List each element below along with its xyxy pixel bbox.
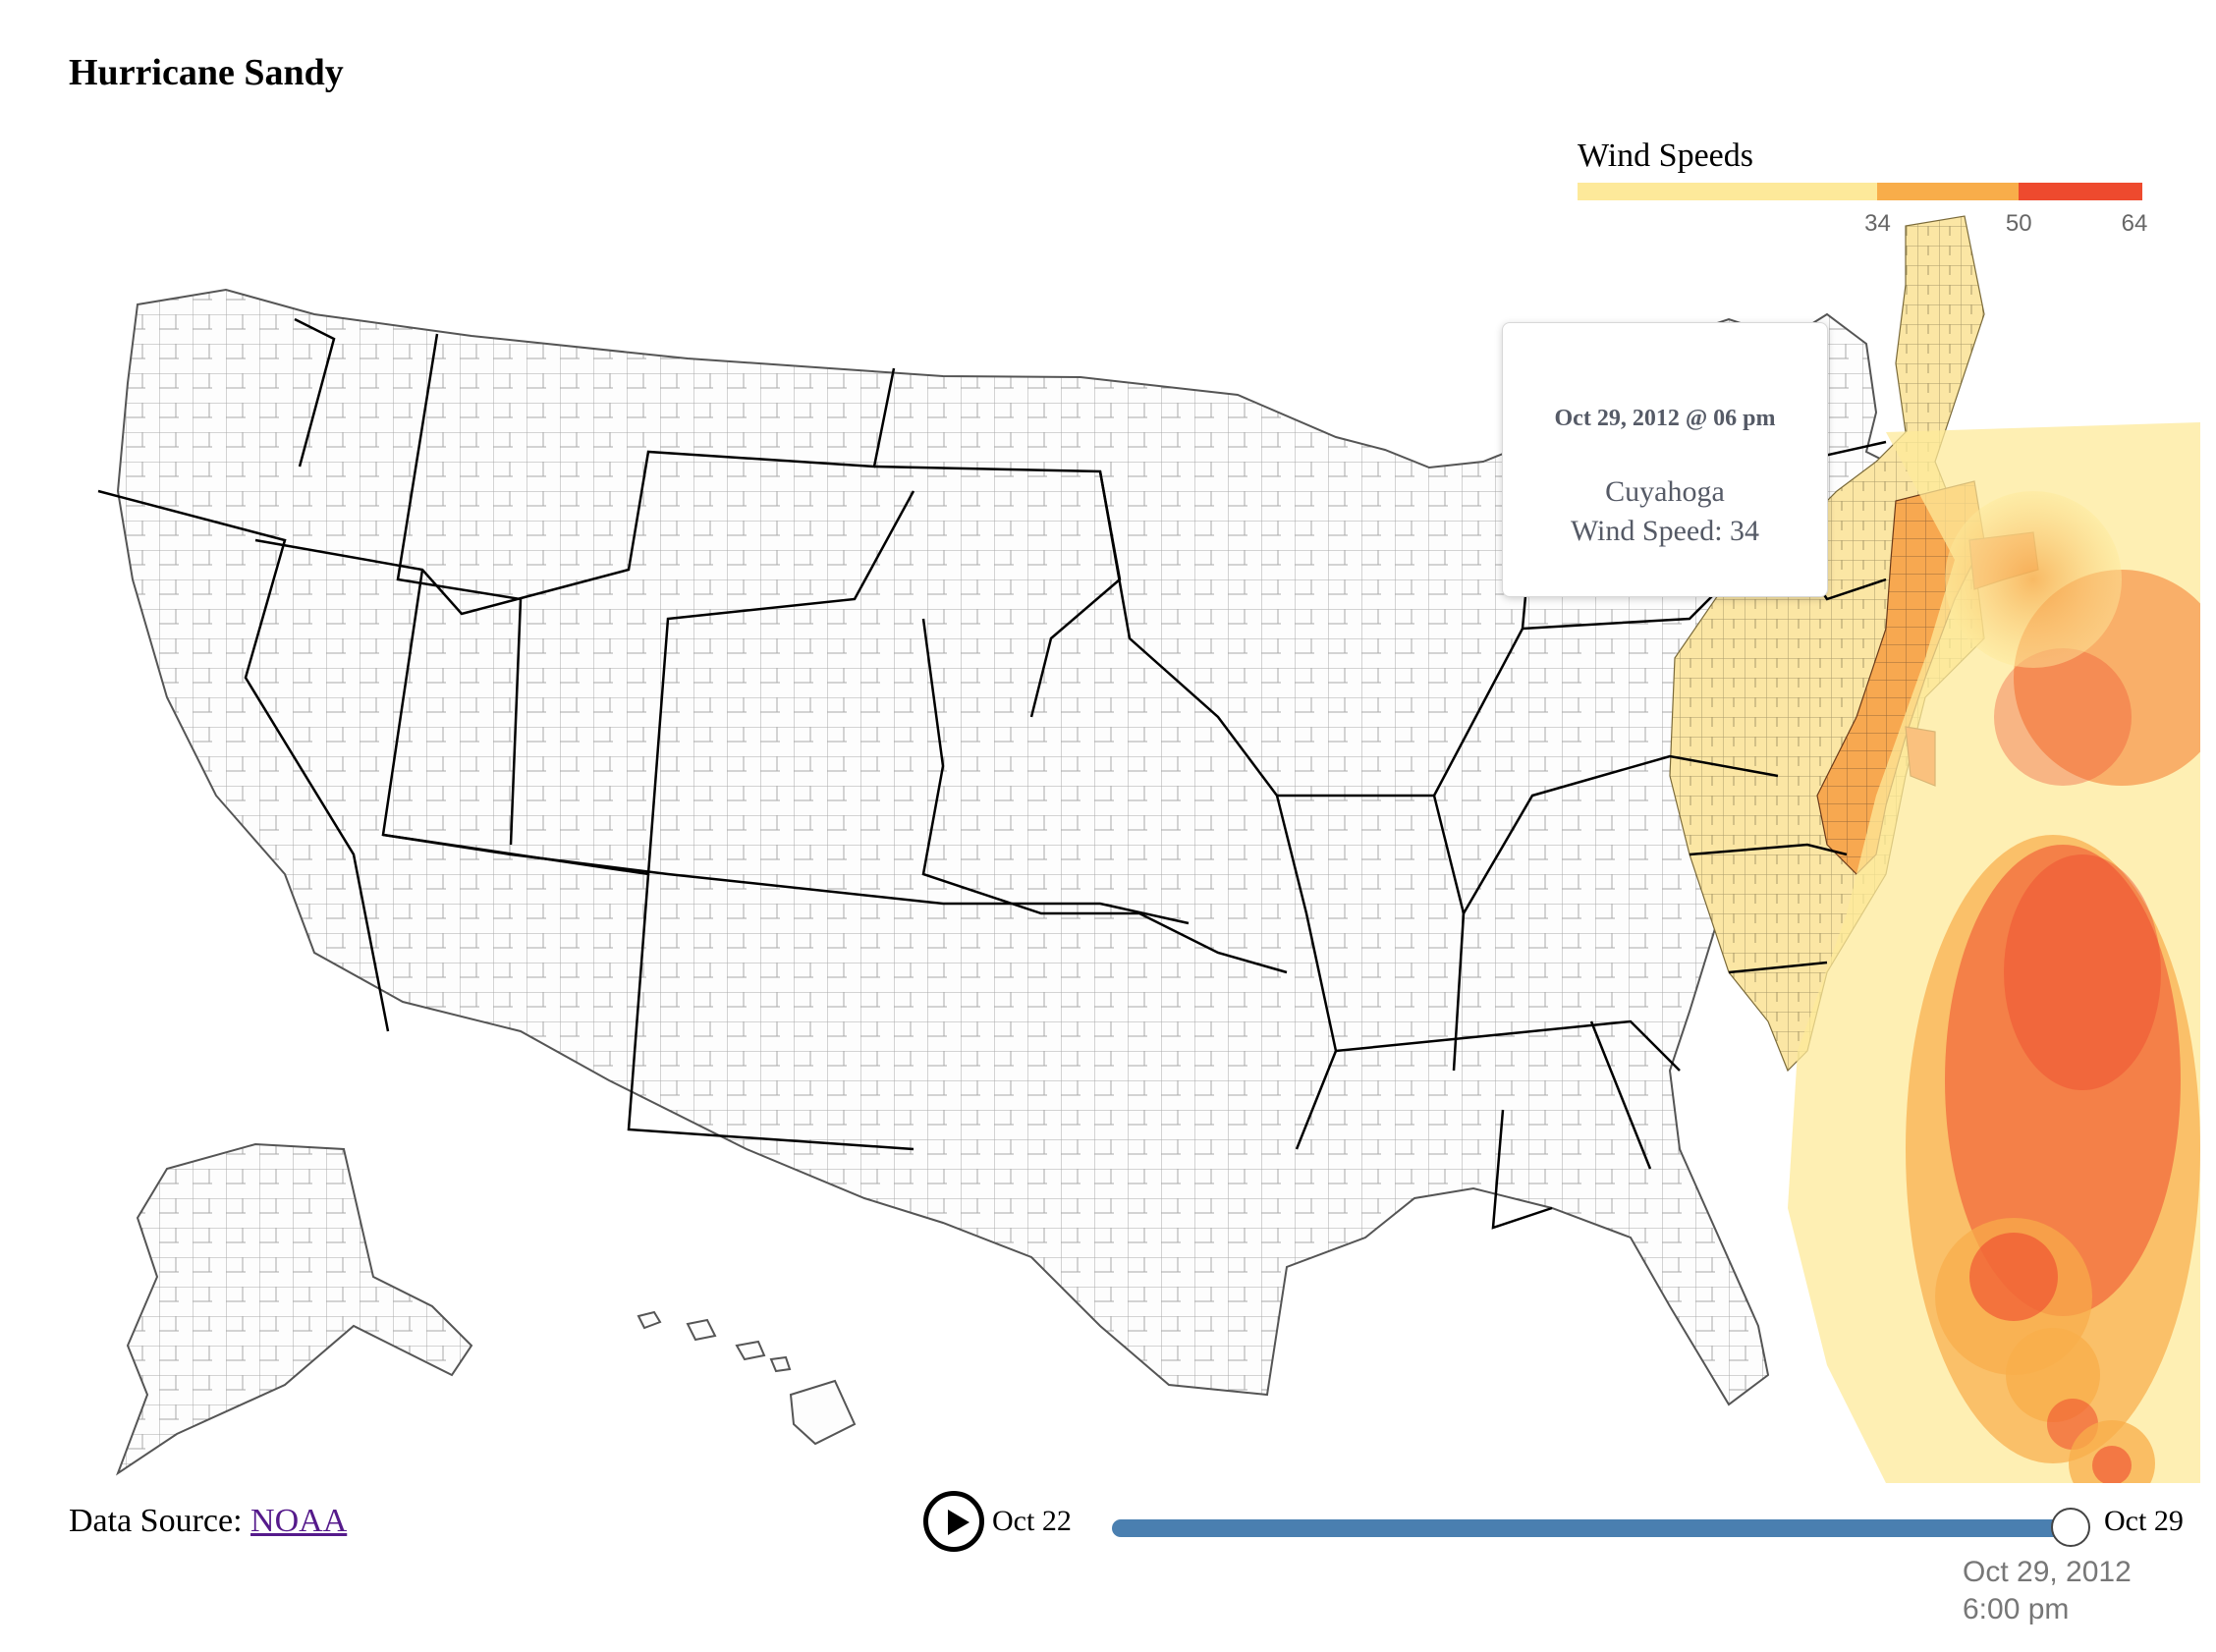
timeline-slider-handle[interactable]: [2051, 1508, 2090, 1547]
play-icon: [948, 1510, 970, 1535]
storm-wind-field: [1788, 422, 2200, 1483]
alaska-shape: [115, 1142, 473, 1476]
page-title: Hurricane Sandy: [69, 52, 344, 93]
timeline-start-label: Oct 22: [992, 1505, 1072, 1537]
noaa-link[interactable]: NOAA: [250, 1503, 348, 1539]
legend-segment: [1578, 183, 1878, 200]
current-time-label: Oct 29, 2012 6:00 pm: [1963, 1554, 2132, 1628]
play-button[interactable]: [923, 1491, 984, 1552]
hawaii-shape: [637, 1310, 857, 1446]
county-tooltip: Oct 29, 2012 @ 06 pm Cuyahoga Wind Speed…: [1502, 322, 1828, 597]
legend-tick-label: 34: [1864, 210, 1891, 237]
tooltip-wind-speed: Wind Speed: 34: [1570, 515, 1760, 547]
timeline-end-label: Oct 29: [2104, 1505, 2184, 1537]
legend-segment: [1877, 183, 2020, 200]
legend-title: Wind Speeds: [1578, 138, 1753, 174]
timeline-slider-track[interactable]: [1112, 1519, 2075, 1537]
data-source: Data Source: NOAA: [69, 1503, 347, 1540]
us-county-map[interactable]: [59, 167, 2200, 1483]
data-source-label: Data Source:: [69, 1503, 251, 1539]
tooltip-date: Oct 29, 2012 @ 06 pm: [1554, 406, 1776, 431]
legend-color-bar: 34 50 64: [1578, 183, 2147, 237]
wind-speed-legend: Wind Speeds 34 50 64: [1578, 138, 2149, 237]
current-date: Oct 29, 2012: [1963, 1556, 2132, 1588]
legend-tick-label: 64: [2121, 210, 2148, 237]
legend-tick-label: 50: [2005, 210, 2032, 237]
tooltip-county: Cuyahoga: [1605, 475, 1725, 508]
current-time: 6:00 pm: [1963, 1593, 2070, 1625]
legend-segment: [2019, 183, 2142, 200]
